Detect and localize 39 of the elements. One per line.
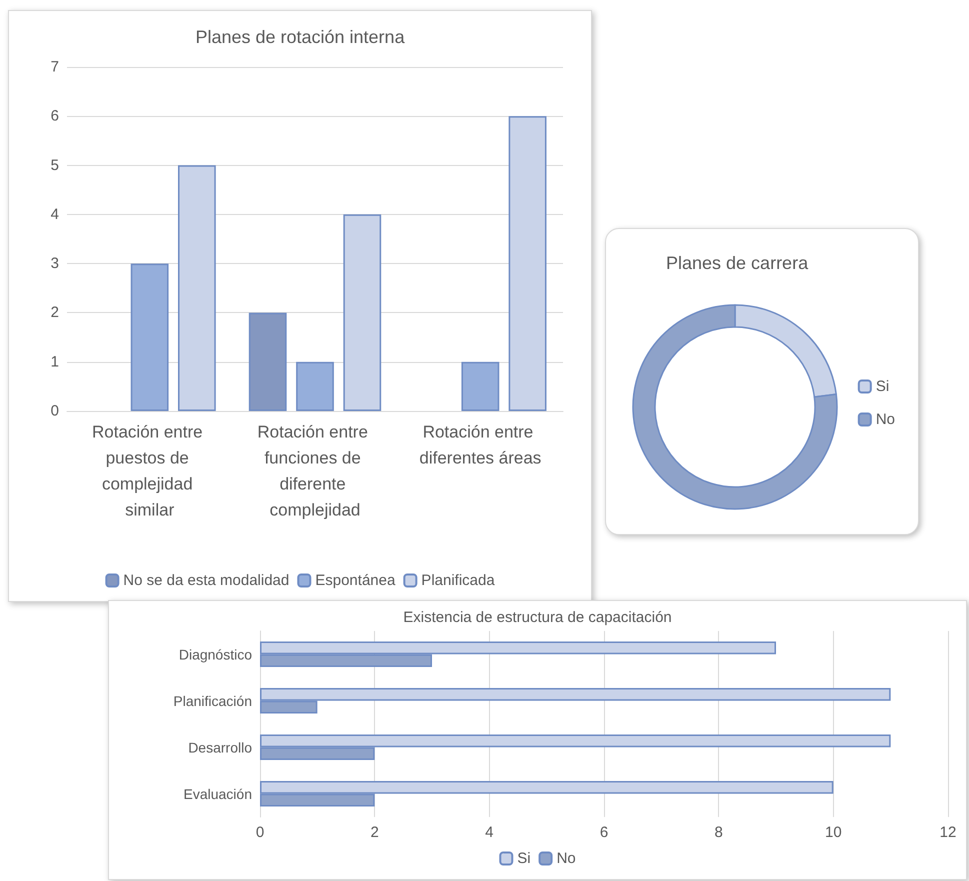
legend-label: No: [556, 850, 576, 867]
y-tick-label: Planificación: [173, 692, 252, 709]
x-tick-label: 8: [714, 824, 723, 841]
legend-label: Espontánea: [315, 572, 396, 589]
legend-label: Si: [876, 378, 890, 395]
y-tick-label: 4: [50, 206, 59, 223]
legend-label: Planificada: [421, 572, 496, 589]
bar: [130, 264, 169, 411]
x-tick-label: Rotación entre diferentes áreas: [419, 422, 542, 468]
x-tick-label: 0: [256, 824, 264, 841]
x-tick-label: 6: [600, 824, 608, 841]
x-tick-label: Rotación entre puestos de complejidad similar: [92, 422, 208, 520]
y-tick-label: 5: [50, 156, 59, 174]
x-tick-label: 10: [824, 824, 842, 841]
legend-label: No: [876, 411, 896, 428]
bar: [296, 362, 334, 411]
x-tick-label: Rotación entre funciones de diferente complejidad: [257, 422, 373, 520]
x-tick-label: 2: [370, 824, 379, 841]
y-tick-label: Desarrollo: [188, 739, 252, 756]
legend-label: No se da esta modalidad: [123, 572, 290, 589]
y-tick-label: 1: [50, 353, 59, 370]
bar: [248, 312, 287, 411]
x-tick-label: 12: [940, 824, 956, 841]
bar: [508, 116, 546, 411]
bar: [178, 165, 216, 411]
y-tick-label: 2: [50, 304, 59, 322]
y-tick-label: Diagnóstico: [178, 646, 252, 662]
y-tick-label: 7: [50, 58, 59, 76]
bar: [461, 362, 500, 411]
chart-title: Existencia de estructura de capacitación: [403, 609, 672, 626]
bar: [343, 214, 382, 411]
x-tick-label: 4: [485, 824, 494, 841]
legend-label: Si: [517, 850, 531, 867]
y-tick-label: Evaluación: [184, 786, 252, 802]
y-tick-label: 3: [50, 255, 59, 272]
y-tick-label: 0: [50, 402, 59, 420]
y-tick-label: 6: [50, 108, 59, 125]
chart-title: Planes de rotación interna: [195, 27, 406, 47]
chart-title: Planes de carrera: [666, 253, 810, 273]
